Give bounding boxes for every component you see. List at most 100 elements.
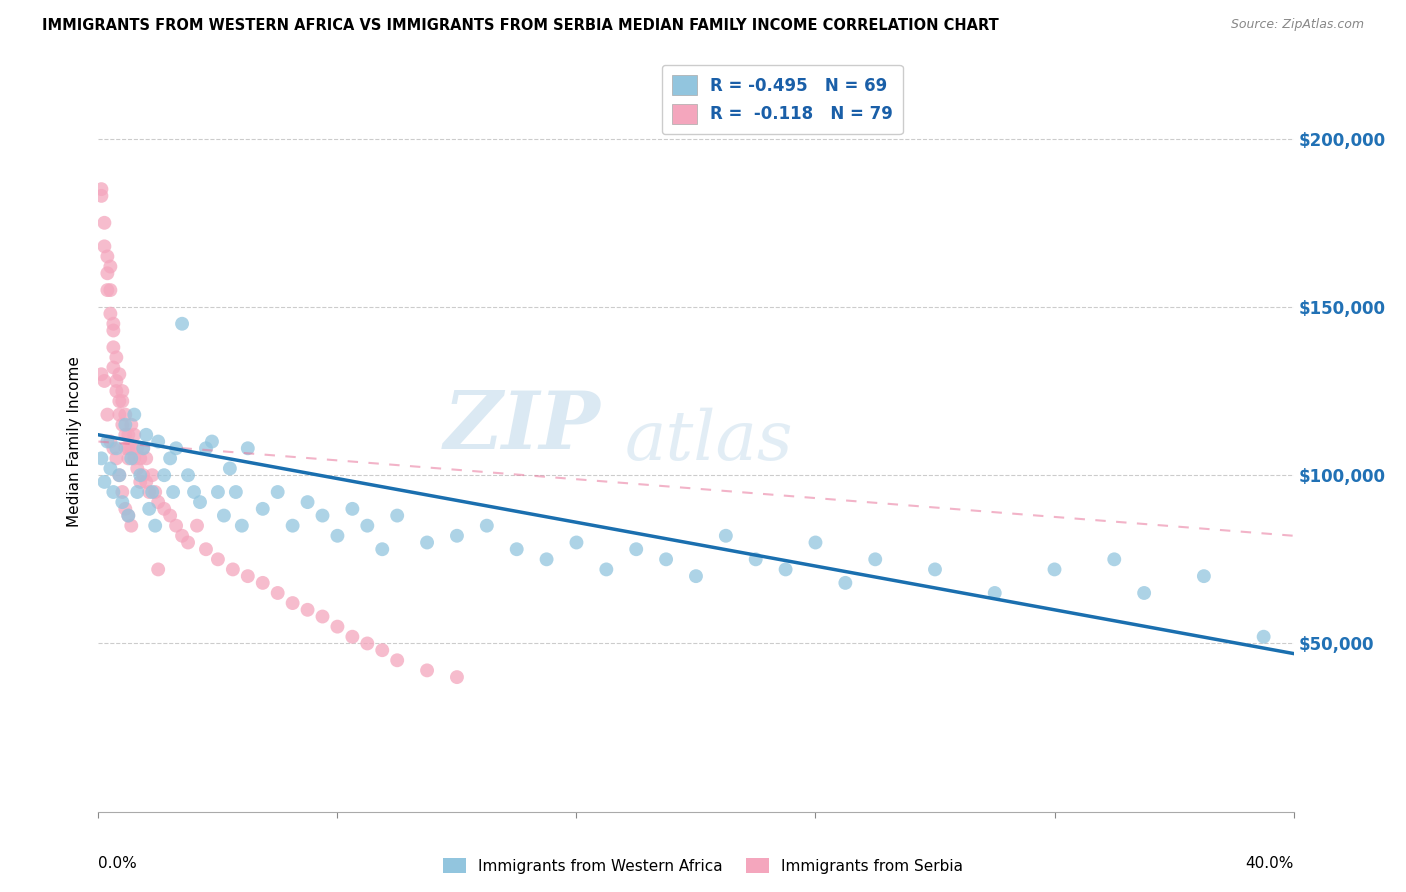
Text: Source: ZipAtlas.com: Source: ZipAtlas.com bbox=[1230, 18, 1364, 31]
Point bbox=[103, 442, 125, 456]
Point bbox=[177, 535, 200, 549]
Point bbox=[129, 468, 152, 483]
Point bbox=[685, 569, 707, 583]
Point bbox=[114, 417, 136, 432]
Point bbox=[90, 368, 112, 382]
Point bbox=[153, 468, 176, 483]
Point bbox=[165, 518, 187, 533]
Point bbox=[117, 451, 139, 466]
Point bbox=[297, 603, 319, 617]
Point bbox=[536, 552, 558, 566]
Point bbox=[138, 501, 160, 516]
Point bbox=[108, 408, 131, 422]
Point bbox=[148, 495, 170, 509]
Point bbox=[342, 501, 364, 516]
Point bbox=[356, 636, 378, 650]
Point bbox=[1104, 552, 1126, 566]
Point bbox=[506, 542, 529, 557]
Point bbox=[219, 461, 242, 475]
Point bbox=[132, 442, 155, 456]
Text: 0.0%: 0.0% bbox=[98, 856, 138, 871]
Point bbox=[446, 670, 468, 684]
Point bbox=[103, 340, 125, 354]
Point bbox=[103, 360, 125, 375]
Point bbox=[108, 394, 131, 409]
Point bbox=[195, 442, 218, 456]
Point bbox=[804, 535, 827, 549]
Point bbox=[177, 468, 200, 483]
Point bbox=[117, 427, 139, 442]
Point bbox=[141, 468, 163, 483]
Point bbox=[984, 586, 1007, 600]
Point bbox=[124, 408, 146, 422]
Point bbox=[105, 442, 128, 456]
Point bbox=[132, 468, 155, 483]
Point bbox=[225, 485, 247, 500]
Point bbox=[114, 408, 136, 422]
Point bbox=[186, 518, 208, 533]
Point bbox=[201, 434, 224, 449]
Point bbox=[153, 501, 176, 516]
Point bbox=[98, 434, 122, 449]
Point bbox=[127, 461, 149, 475]
Point bbox=[127, 485, 149, 500]
Text: atlas: atlas bbox=[624, 409, 793, 475]
Point bbox=[371, 542, 394, 557]
Point bbox=[356, 518, 378, 533]
Point bbox=[93, 475, 115, 489]
Point bbox=[159, 508, 181, 523]
Point bbox=[108, 468, 131, 483]
Point bbox=[135, 475, 157, 489]
Point bbox=[132, 442, 155, 456]
Text: 40.0%: 40.0% bbox=[1246, 856, 1294, 871]
Point bbox=[98, 307, 122, 321]
Point bbox=[120, 417, 142, 432]
Point bbox=[745, 552, 768, 566]
Point bbox=[111, 417, 134, 432]
Point bbox=[416, 664, 439, 678]
Point bbox=[231, 518, 253, 533]
Point bbox=[105, 451, 128, 466]
Point bbox=[207, 552, 229, 566]
Point bbox=[114, 501, 136, 516]
Point bbox=[775, 562, 797, 576]
Point bbox=[105, 374, 128, 388]
Point bbox=[135, 427, 157, 442]
Point bbox=[98, 461, 122, 475]
Point bbox=[143, 485, 166, 500]
Point bbox=[111, 485, 134, 500]
Point bbox=[222, 562, 245, 576]
Point bbox=[236, 569, 259, 583]
Point bbox=[108, 468, 131, 483]
Point bbox=[98, 283, 122, 297]
Point bbox=[385, 508, 409, 523]
Point bbox=[141, 485, 163, 500]
Point bbox=[195, 542, 218, 557]
Point bbox=[924, 562, 946, 576]
Point bbox=[105, 384, 128, 398]
Point bbox=[311, 508, 333, 523]
Text: IMMIGRANTS FROM WESTERN AFRICA VS IMMIGRANTS FROM SERBIA MEDIAN FAMILY INCOME CO: IMMIGRANTS FROM WESTERN AFRICA VS IMMIGR… bbox=[42, 18, 998, 33]
Legend: R = -0.495   N = 69, R =  -0.118   N = 79: R = -0.495 N = 69, R = -0.118 N = 79 bbox=[662, 65, 903, 134]
Point bbox=[865, 552, 887, 566]
Point bbox=[311, 609, 333, 624]
Point bbox=[207, 485, 229, 500]
Point bbox=[93, 216, 115, 230]
Point bbox=[595, 562, 617, 576]
Point bbox=[1043, 562, 1066, 576]
Point bbox=[111, 384, 134, 398]
Point bbox=[281, 596, 304, 610]
Point bbox=[103, 317, 125, 331]
Point bbox=[326, 529, 349, 543]
Point bbox=[236, 442, 259, 456]
Point bbox=[655, 552, 678, 566]
Point bbox=[120, 442, 142, 456]
Point bbox=[111, 394, 134, 409]
Point bbox=[1192, 569, 1215, 583]
Point bbox=[124, 451, 146, 466]
Text: ZIP: ZIP bbox=[443, 388, 600, 466]
Point bbox=[326, 619, 349, 633]
Point bbox=[1133, 586, 1156, 600]
Y-axis label: Median Family Income: Median Family Income bbox=[67, 356, 83, 527]
Point bbox=[565, 535, 588, 549]
